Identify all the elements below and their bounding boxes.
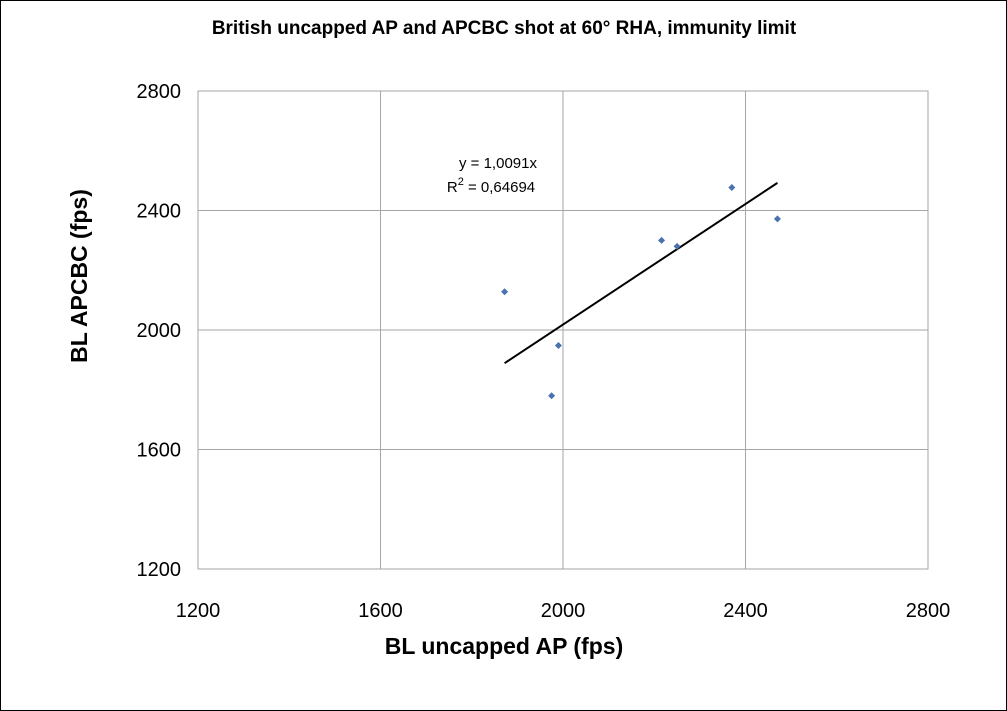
x-axis-title: BL uncapped AP (fps) (385, 633, 624, 659)
data-point (658, 236, 666, 244)
x-tick-label: 2800 (906, 600, 951, 622)
y-tick-label: 1200 (137, 559, 182, 581)
data-point (728, 183, 736, 191)
data-point (773, 215, 781, 223)
tick-labels: 1200 1600 2000 2400 2800 1200 1600 2000 2400 2800 (137, 81, 951, 622)
y-axis-title: BL APCBC (fps) (66, 189, 92, 363)
trendline-equation: y = 1,0091x (459, 155, 537, 172)
gridlines (197, 90, 929, 570)
x-tick-label: 1200 (176, 600, 221, 622)
x-tick-label: 2400 (723, 600, 768, 622)
r-squared-label: R (447, 179, 458, 196)
r-squared-superscript: 2 (458, 176, 464, 188)
data-point (673, 242, 681, 250)
x-tick-label: 2000 (541, 600, 586, 622)
x-tick-label: 1600 (358, 600, 403, 622)
data-point (554, 342, 562, 350)
y-tick-label: 2400 (137, 201, 182, 223)
r-squared-value: = 0,64694 (464, 179, 535, 196)
y-tick-label: 1600 (137, 440, 182, 462)
trendline-group (504, 182, 778, 364)
chart-title: British uncapped AP and APCBC shot at 60… (212, 18, 797, 39)
trendline (504, 182, 778, 364)
y-tick-label: 2800 (137, 81, 182, 103)
data-points (501, 183, 781, 400)
trendline-r-squared: R2 = 0,64694 (447, 176, 535, 196)
data-point (548, 392, 556, 400)
data-point (501, 288, 509, 296)
y-tick-label: 2000 (137, 320, 182, 342)
